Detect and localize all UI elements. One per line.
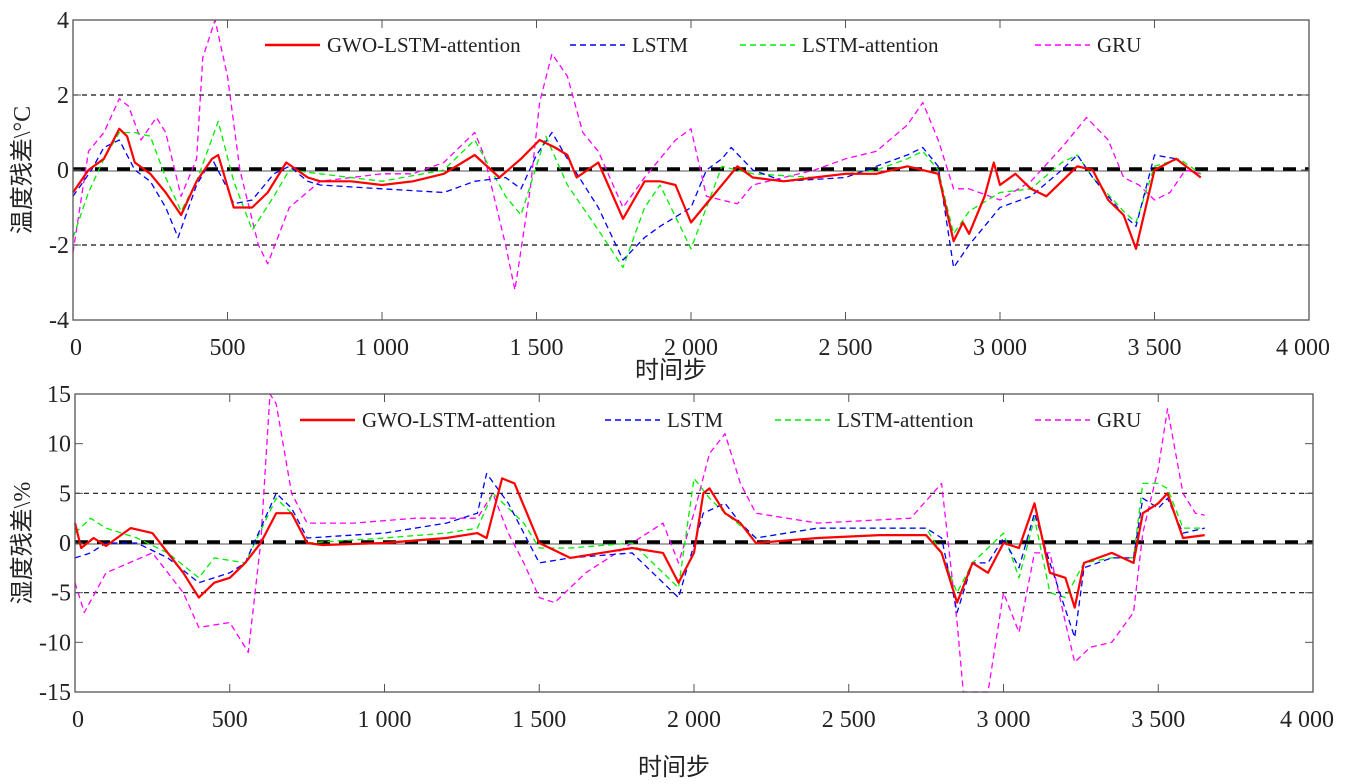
y-tick-label: 0 (59, 531, 71, 557)
legend-label: GWO-LSTM-attention (327, 33, 521, 57)
x-tick-label: 500 (210, 335, 246, 361)
x-tick-label: 0 (70, 335, 82, 361)
y-axis-label: 湿度残差\% (9, 482, 36, 605)
legend-label: GWO-LSTM-attention (362, 408, 556, 432)
series-line-gwo-lstm-attention (73, 477, 1205, 609)
y-tick-label: 10 (47, 432, 71, 458)
legend-label: LSTM-attention (837, 408, 974, 432)
series-line-gru (74, 393, 1205, 693)
y-tick-label: 2 (57, 83, 69, 109)
x-tick-label: 2 500 (822, 707, 876, 733)
series-line-gru (72, 19, 1201, 291)
x-tick-label: 3 500 (1128, 335, 1182, 361)
subplot-1: 0 500 1 000 1 500 2 000 2 500 3 000 3 500 4 000 -… (9, 8, 1330, 384)
x-tick-label: 1 500 (512, 707, 566, 733)
x-tick-label: 500 (212, 707, 248, 733)
y-tick-label: -4 (49, 308, 69, 334)
series-line-lstm (74, 472, 1205, 639)
x-tick-label: 2 000 (667, 707, 721, 733)
x-tick-label: 1 000 (355, 335, 409, 361)
y-tick-label: 0 (57, 158, 69, 184)
x-tick-label: 0 (72, 707, 84, 733)
y-tick-label: -2 (49, 233, 69, 259)
x-tick-label: 4 000 (1280, 707, 1334, 733)
y-tick-label: 4 (57, 8, 69, 34)
legend-label: GRU (1097, 408, 1141, 432)
x-tick-label: 3 000 (973, 335, 1027, 361)
legend-label: LSTM-attention (802, 33, 939, 57)
subplot-2: 0 500 1 000 1 500 2 000 2 500 3 000 3 500 4 000 -… (9, 382, 1334, 781)
legend-label: LSTM (667, 408, 723, 432)
x-tick-label: 2 500 (819, 335, 873, 361)
x-tick-label: 3 000 (977, 707, 1031, 733)
x-tick-label: 3 500 (1131, 707, 1185, 733)
y-axis-label: 温度残差\°C (9, 106, 36, 234)
y-tick-label: -15 (39, 680, 71, 706)
legend-label: GRU (1097, 33, 1141, 57)
x-tick-label: 1 500 (510, 335, 564, 361)
x-tick-label: 2 000 (664, 335, 718, 361)
x-tick-label: 4 000 (1276, 335, 1330, 361)
x-axis-label: 时间步 (635, 357, 707, 384)
legend: GWO-LSTM-attention LSTM LSTM-attention GRU (265, 33, 1141, 57)
series-line-lstm (72, 131, 1202, 269)
x-tick-label: 1 000 (358, 707, 412, 733)
legend-label: LSTM (632, 33, 688, 57)
y-tick-label: -10 (39, 630, 71, 656)
y-tick-label: 5 (59, 481, 71, 507)
series-line-gwo-lstm-attention (72, 127, 1202, 250)
legend: GWO-LSTM-attention LSTM LSTM-attention GRU (300, 408, 1141, 432)
y-tick-label: -5 (51, 581, 71, 607)
y-tick-label: 15 (47, 382, 71, 408)
x-axis-label: 时间步 (638, 754, 710, 781)
